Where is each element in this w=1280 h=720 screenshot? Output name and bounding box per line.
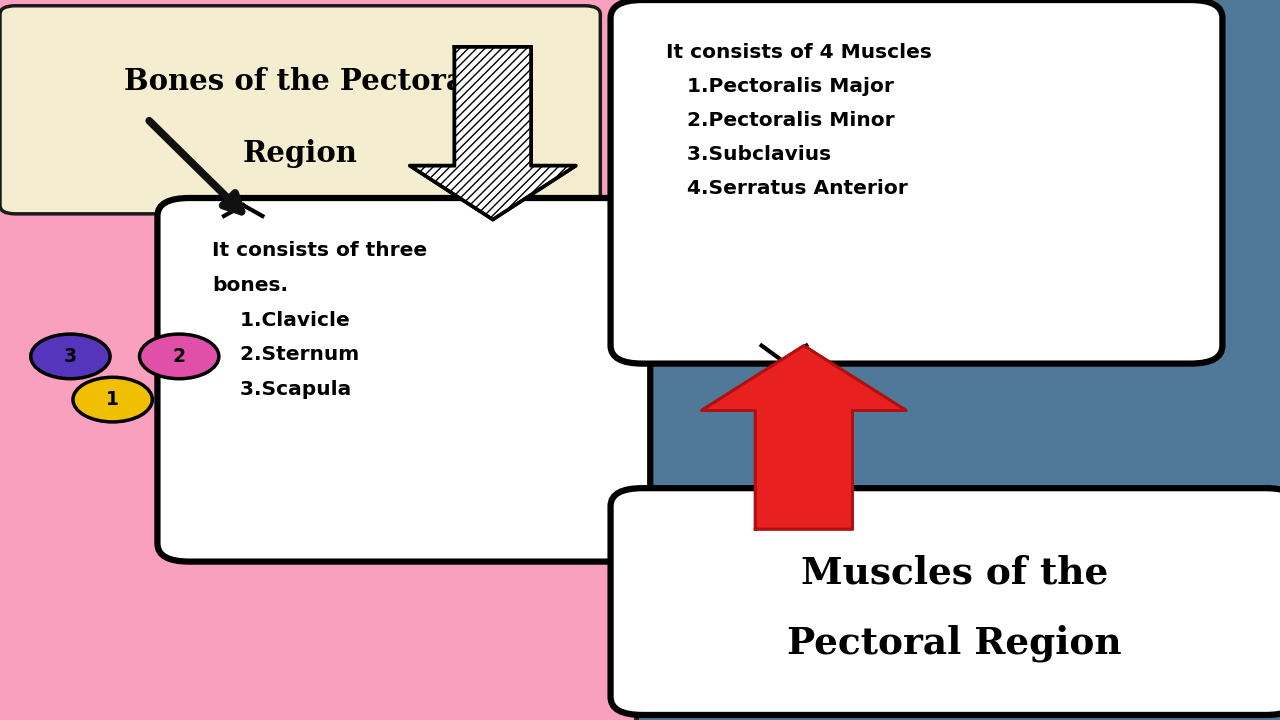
Circle shape	[31, 334, 110, 379]
Text: Muscles of the: Muscles of the	[800, 554, 1108, 591]
Circle shape	[140, 334, 219, 379]
Text: 1: 1	[106, 390, 119, 409]
Polygon shape	[762, 346, 806, 361]
FancyBboxPatch shape	[157, 198, 650, 562]
Text: Region: Region	[243, 139, 357, 168]
Text: Bones of the Pectoral: Bones of the Pectoral	[124, 67, 476, 96]
Text: Pectoral Region: Pectoral Region	[787, 625, 1121, 662]
Circle shape	[73, 377, 152, 422]
Text: 2: 2	[173, 347, 186, 366]
Polygon shape	[701, 346, 906, 529]
Polygon shape	[410, 47, 576, 220]
FancyBboxPatch shape	[611, 0, 1222, 364]
FancyBboxPatch shape	[0, 6, 600, 214]
FancyBboxPatch shape	[0, 0, 636, 720]
Text: It consists of three
bones.
    1.Clavicle
    2.Sternum
    3.Scapula: It consists of three bones. 1.Clavicle 2…	[212, 241, 428, 399]
FancyBboxPatch shape	[636, 0, 1280, 720]
Text: 3: 3	[64, 347, 77, 366]
FancyBboxPatch shape	[611, 488, 1280, 715]
Polygon shape	[224, 205, 262, 216]
Text: It consists of 4 Muscles
   1.Pectoralis Major
   2.Pectoralis Minor
   3.Subcla: It consists of 4 Muscles 1.Pectoralis Ma…	[666, 43, 932, 198]
